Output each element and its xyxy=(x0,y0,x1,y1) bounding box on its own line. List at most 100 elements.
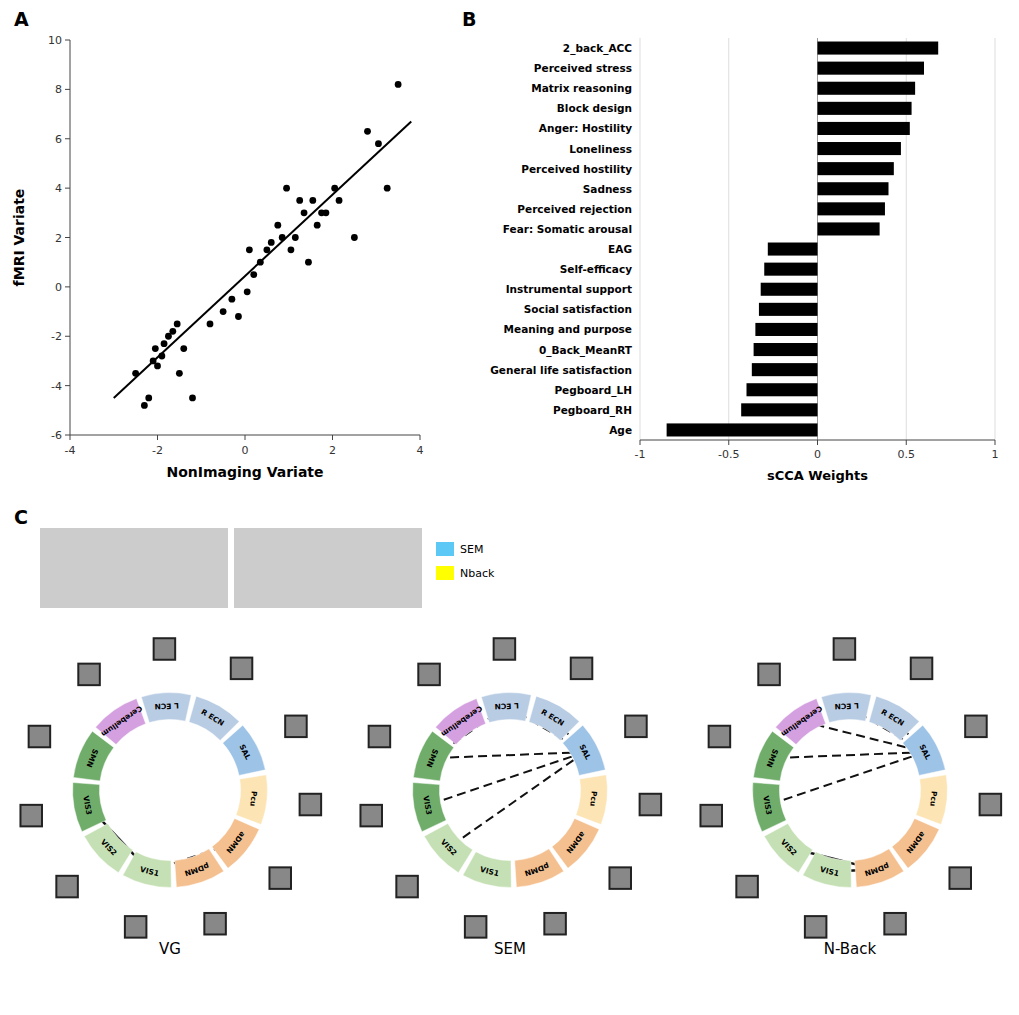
scatter-point xyxy=(395,81,402,88)
network-segment xyxy=(753,783,787,832)
connection xyxy=(767,752,925,805)
category-label: EAG xyxy=(608,243,632,255)
scatter-point xyxy=(228,296,235,303)
x-tick xyxy=(817,440,818,445)
network-panel: CerebellumL ECNR ECNSALPcuaDMNpDMNVIS1VI… xyxy=(699,637,1002,958)
thumbnail xyxy=(708,725,732,749)
network-segment xyxy=(855,849,904,887)
node-label: Pcu xyxy=(588,791,599,807)
thumbnail-inner xyxy=(205,914,225,934)
x-tick xyxy=(995,440,996,445)
y-tick xyxy=(65,385,70,386)
node-label: pDMN xyxy=(183,861,210,878)
thumbnail-inner xyxy=(572,659,592,679)
thumbnail-inner xyxy=(419,665,439,685)
thumbnail xyxy=(570,657,594,681)
brain-image xyxy=(40,528,228,608)
scatter-point xyxy=(158,353,165,360)
network-title: SEM xyxy=(494,940,526,958)
x-tick xyxy=(157,435,158,440)
node-label: VIS1 xyxy=(139,865,160,878)
node-label: L ECN xyxy=(494,701,519,711)
node-label: Cerebellum xyxy=(439,704,484,739)
thumbnail-inner xyxy=(495,639,515,659)
node-label: VIS2 xyxy=(439,837,459,857)
scatter-point xyxy=(189,395,196,402)
bar xyxy=(818,142,901,155)
network-segment xyxy=(776,699,826,745)
bar xyxy=(759,303,818,316)
grid-line xyxy=(995,38,996,440)
node-label: Pcu xyxy=(928,791,939,807)
bar-panel: B-1-0.500.51sCCA Weights2_back_ACCPercei… xyxy=(462,8,999,483)
bar xyxy=(667,423,818,436)
node-label: SMN xyxy=(84,748,100,769)
bar xyxy=(818,162,894,175)
category-label: Sadness xyxy=(583,183,632,195)
scatter-point xyxy=(132,370,139,377)
thumbnail xyxy=(979,793,1003,817)
scatter-point xyxy=(336,197,343,204)
category-label: Age xyxy=(609,424,632,436)
node-label: VIS2 xyxy=(99,837,119,857)
grid-line xyxy=(640,38,641,440)
x-tick-label: 0.5 xyxy=(898,448,916,461)
thumbnail-inner xyxy=(545,914,565,934)
network-segment xyxy=(189,696,239,740)
y-tick xyxy=(65,237,70,238)
node-label: VIS1 xyxy=(479,865,500,878)
network-segment xyxy=(123,852,171,888)
thumbnail-inner xyxy=(981,795,1001,815)
y-axis-label: fMRI Variate xyxy=(11,189,27,287)
node-label: L ECN xyxy=(834,701,859,711)
category-label: Self-efficacy xyxy=(560,263,632,275)
node-label: L ECN xyxy=(154,701,179,711)
category-label: Anger: Hostility xyxy=(539,122,632,134)
legend-swatch xyxy=(436,542,454,556)
panel-letter: C xyxy=(14,506,28,528)
thumbnail xyxy=(299,793,323,817)
network-segment xyxy=(236,775,267,825)
y-tick-label: -6 xyxy=(51,429,62,442)
thumbnail-inner xyxy=(885,914,905,934)
bar xyxy=(818,122,910,135)
node-label: SMN xyxy=(424,748,440,769)
thumbnail-inner xyxy=(759,665,779,685)
x-axis-label: sCCA Weights xyxy=(767,468,868,483)
category-label: General life satisfaction xyxy=(490,364,632,376)
thumbnail xyxy=(268,866,292,890)
scatter-point xyxy=(244,288,251,295)
y-tick-label: -2 xyxy=(51,330,62,343)
thumbnail-inner xyxy=(232,659,252,679)
thumbnail-inner xyxy=(370,727,390,747)
y-tick-label: 6 xyxy=(55,133,62,146)
grid-line xyxy=(906,38,907,440)
scatter-point xyxy=(176,370,183,377)
thumbnail xyxy=(368,725,392,749)
thumbnail xyxy=(804,915,828,939)
thumbnail xyxy=(948,866,972,890)
thumbnail xyxy=(153,637,177,661)
thumbnail xyxy=(55,875,79,899)
network-segment xyxy=(424,823,472,872)
node-label: VIS2 xyxy=(779,837,799,857)
scatter-point xyxy=(292,234,299,241)
category-label: Matrix reasoning xyxy=(531,82,632,94)
category-label: 2_back_ACC xyxy=(563,42,632,55)
thumbnail xyxy=(417,663,441,687)
thumbnail-inner xyxy=(701,806,721,826)
bar xyxy=(747,383,818,396)
thumbnail-inner xyxy=(155,639,175,659)
node-label: aDMN xyxy=(904,830,927,855)
thumbnail xyxy=(464,915,488,939)
x-tick xyxy=(70,435,71,440)
scatter-point xyxy=(169,328,176,335)
scatter-point xyxy=(283,185,290,192)
category-label: Perceived hostility xyxy=(521,163,632,175)
network-segment xyxy=(529,696,579,740)
x-tick xyxy=(640,440,641,445)
y-tick xyxy=(65,336,70,337)
thumbnail-inner xyxy=(710,727,730,747)
figure: A-4-2024-6-4-20246810NonImaging Variatef… xyxy=(0,0,1019,1015)
plot-area xyxy=(114,81,412,409)
